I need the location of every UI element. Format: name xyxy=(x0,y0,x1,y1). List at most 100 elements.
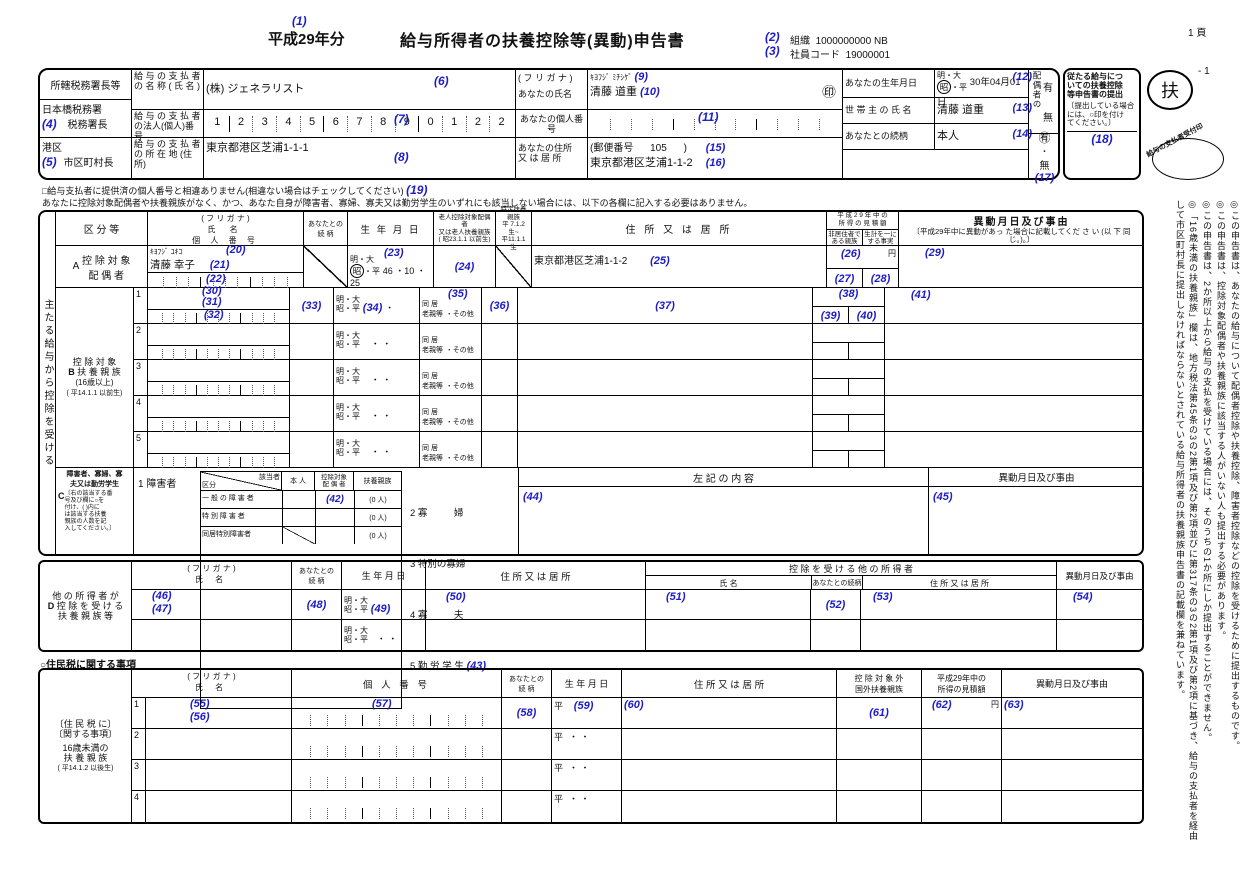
d1-idou-cell[interactable]: (54) xyxy=(1057,590,1142,619)
c-item-disability[interactable]: 1 障害者 xyxy=(138,479,177,490)
b-income-cell[interactable] xyxy=(813,396,885,432)
payer-address-field[interactable]: 東京都港区芝浦1-1-1 (8) xyxy=(204,138,516,178)
d1-other-relation-cell[interactable]: (52) xyxy=(811,590,861,620)
j1-income-cell[interactable]: (62) 円 xyxy=(922,698,1002,728)
b-specific-cell[interactable] xyxy=(482,324,518,359)
b-address-cell[interactable] xyxy=(518,324,813,359)
j-foreign-cell[interactable] xyxy=(837,760,922,790)
b-name-cell[interactable] xyxy=(148,360,290,396)
j1-name-cell[interactable]: (55) (56) xyxy=(146,698,292,728)
section-C-content[interactable]: 左 記 の 内 容 (44) xyxy=(519,468,929,556)
b1-name-cell[interactable]: (30) (31) (32) xyxy=(148,285,290,324)
j1-number-cell[interactable]: (57) xyxy=(292,698,502,728)
j-number-cell[interactable] xyxy=(292,729,502,759)
row-A-address-cell[interactable]: 東京都港区芝浦1-1-2 (25) xyxy=(532,246,827,287)
b-birth-cell[interactable]: 明・大 昭・平 ・ ・ xyxy=(334,360,420,395)
b-address-cell[interactable] xyxy=(518,360,813,395)
disability-row[interactable]: 一 般 の 障 害 者 (42) (0 人) xyxy=(201,491,401,509)
row-A-income-cell[interactable]: (26) 円 (27) (28) xyxy=(827,246,899,288)
b1-income-cell[interactable]: (38) (39) (40) xyxy=(813,288,885,324)
j-income-cell[interactable] xyxy=(922,760,1002,790)
j-address-cell[interactable] xyxy=(622,760,837,790)
b-idou-cell[interactable] xyxy=(885,360,1130,395)
j1-address-cell[interactable]: (60) xyxy=(622,698,837,728)
b-name-cell[interactable] xyxy=(148,396,290,432)
j-number-cell[interactable] xyxy=(292,791,502,822)
section-C-idou[interactable]: 異動月日及び事由 (45) xyxy=(929,468,1144,556)
j1-relation-cell[interactable]: (58) xyxy=(502,698,552,728)
b1-idou-cell[interactable]: (41) xyxy=(885,288,1130,323)
b-address-cell[interactable] xyxy=(518,396,813,431)
d1-address-cell[interactable]: (50) xyxy=(426,590,646,620)
secondary-salary-box[interactable]: 従たる給与につ いての扶養控除 等申告書の提出 〔提出している場合 には、○印を付けて… xyxy=(1063,68,1141,180)
j1-foreign-cell[interactable]: (61) xyxy=(837,698,922,728)
b-name-cell[interactable] xyxy=(148,432,290,468)
b-elderly-cell[interactable]: 同 居老親等 ・その他 xyxy=(420,432,482,468)
spouse-presence-mark[interactable]: ㊒ ・ 無 (17) xyxy=(1029,131,1060,184)
j-relation-cell[interactable] xyxy=(502,760,552,790)
b-income-cell[interactable] xyxy=(813,324,885,360)
b-specific-cell[interactable] xyxy=(482,432,518,468)
j-birth-cell[interactable]: 平・ ・ xyxy=(552,760,622,790)
your-name-field[interactable]: ｷﾖﾌｼﾞ ﾐﾁｼｹﾞ (9) 清藤 道重 (10) ㊞ xyxy=(588,70,843,110)
b-elderly-cell[interactable]: 同 居老親等 ・その他 xyxy=(420,360,482,395)
j-address-cell[interactable] xyxy=(622,791,837,822)
j-idou-cell[interactable] xyxy=(1002,760,1142,790)
j-address-cell[interactable] xyxy=(622,729,837,759)
j-income-cell[interactable] xyxy=(922,791,1002,822)
d2-other-relation-cell[interactable] xyxy=(811,620,861,650)
row-A-idou-cell[interactable]: (29) xyxy=(899,246,1144,287)
b-elderly-cell[interactable]: 同 居老親等 ・その他 xyxy=(420,324,482,359)
d2-relation-cell[interactable] xyxy=(292,620,342,650)
b-specific-cell[interactable] xyxy=(482,396,518,431)
b-birth-cell[interactable]: 明・大 昭・平 ・ ・ xyxy=(334,324,420,359)
b-birth-cell[interactable]: 明・大 昭・平 ・ ・ xyxy=(334,432,420,468)
j-income-cell[interactable] xyxy=(922,729,1002,759)
d1-relation-cell[interactable]: (48) xyxy=(292,590,342,620)
j-relation-cell[interactable] xyxy=(502,791,552,822)
j-birth-cell[interactable]: 平・ ・ xyxy=(552,791,622,822)
b-relation-cell[interactable] xyxy=(290,396,334,431)
your-address-field[interactable]: (郵便番号 105 ) (15) 東京都港区芝浦1-1-2 (16) xyxy=(588,138,843,178)
b-relation-cell[interactable] xyxy=(290,324,334,359)
b1-elderly-cell[interactable]: (35) 同 居老親等 ・その他 xyxy=(420,288,482,323)
b-income-cell[interactable] xyxy=(813,360,885,396)
spouse-presence-cell[interactable]: 配偶者の 有 無 xyxy=(1029,70,1060,134)
j-name-cell[interactable] xyxy=(146,760,292,790)
j-birth-cell[interactable]: 平・ ・ xyxy=(552,729,622,759)
payer-name-field[interactable]: (株) ジェネラリスト (6) xyxy=(204,70,516,110)
d2-address-cell[interactable] xyxy=(426,620,646,650)
j-foreign-cell[interactable] xyxy=(837,791,922,822)
row-A-name-cell[interactable]: ｷﾖﾌｼﾞ ﾕｷｺ (20) 清藤 幸子 (21) (22) xyxy=(148,244,304,288)
disability-row[interactable]: 特 別 障 害 者 (0 人) xyxy=(201,509,401,527)
b-income-cell[interactable] xyxy=(813,432,885,468)
j-idou-cell[interactable] xyxy=(1002,729,1142,759)
mynumber-match-checkbox-line[interactable]: □給与支払者に提供済の個人番号と相違ありません(相違ない場合はチェックしてくださ… xyxy=(42,183,428,197)
municipality-cell[interactable]: 港区 (5) 市区町村長 xyxy=(40,138,132,178)
tax-office-cell[interactable]: 日本橋税務署 (4) 税務署長 xyxy=(40,100,132,138)
b-relation-cell[interactable] xyxy=(290,360,334,395)
d2-birth-cell[interactable]: 明・大 昭・平 ・ ・ xyxy=(342,620,426,650)
b1-address-cell[interactable]: (37) xyxy=(518,288,813,323)
b-relation-cell[interactable] xyxy=(290,432,334,468)
c-items[interactable]: 2 寡 婦 3 特別の寡婦 4 寡 夫 5 勤 労 学 生 (43) xyxy=(410,508,487,672)
d2-name-cell[interactable] xyxy=(132,620,292,650)
d2-other-name-cell[interactable] xyxy=(646,620,811,650)
b-idou-cell[interactable] xyxy=(885,324,1130,359)
j-name-cell[interactable] xyxy=(146,729,292,759)
b-idou-cell[interactable] xyxy=(885,432,1130,468)
j1-idou-cell[interactable]: (63) xyxy=(1002,698,1142,728)
your-mynumber-field[interactable]: (11) xyxy=(588,110,843,138)
j-idou-cell[interactable] xyxy=(1002,791,1142,822)
d2-idou-cell[interactable] xyxy=(1057,620,1142,650)
b-name-cell[interactable] xyxy=(148,324,290,360)
j-foreign-cell[interactable] xyxy=(837,729,922,759)
row-A-birth-cell[interactable]: (23) 明・大 昭・平 46 ・10 ・25 xyxy=(348,246,434,288)
b-idou-cell[interactable] xyxy=(885,396,1130,431)
b1-specific-cell[interactable]: (36) xyxy=(482,288,518,323)
j1-birth-cell[interactable]: 平 (59) xyxy=(552,698,622,728)
b1-relation-cell[interactable]: (33) xyxy=(290,288,334,323)
b-elderly-cell[interactable]: 同 居老親等 ・その他 xyxy=(420,396,482,431)
d1-other-address-cell[interactable]: (53) xyxy=(861,590,1057,620)
